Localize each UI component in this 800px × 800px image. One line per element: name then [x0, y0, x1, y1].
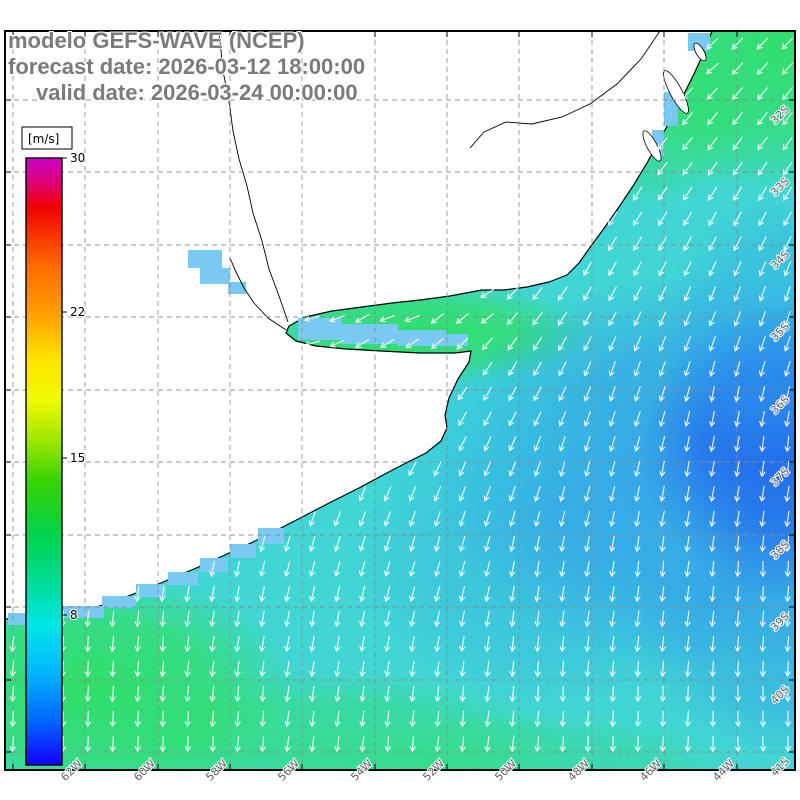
colorbar-unit-label: [m/s]	[28, 132, 59, 146]
forecast-date-label: forecast date: 2026-03-12 18:00:00	[8, 54, 366, 79]
colorbar: 30 22 15 8 [m/s]	[21, 126, 86, 766]
map-frame	[4, 30, 796, 771]
colorbar-tick-label: 22	[70, 305, 85, 319]
rivers-and-borders	[218, 31, 707, 331]
colorbar-unit-box	[21, 126, 73, 150]
colorbar-tick-label: 30	[70, 151, 85, 165]
colorbar-tick-label: 15	[70, 451, 85, 465]
valid-date-label: valid date: 2026-03-24 00:00:00	[36, 80, 358, 105]
colorbar-gradient	[25, 157, 63, 766]
colorbar-tick-label: 8	[70, 608, 78, 622]
wind-arrows	[9, 37, 794, 753]
model-title: modelo GEFS-WAVE (NCEP)	[8, 28, 305, 53]
map-header: modelo GEFS-WAVE (NCEP) forecast date: 2…	[8, 28, 365, 106]
